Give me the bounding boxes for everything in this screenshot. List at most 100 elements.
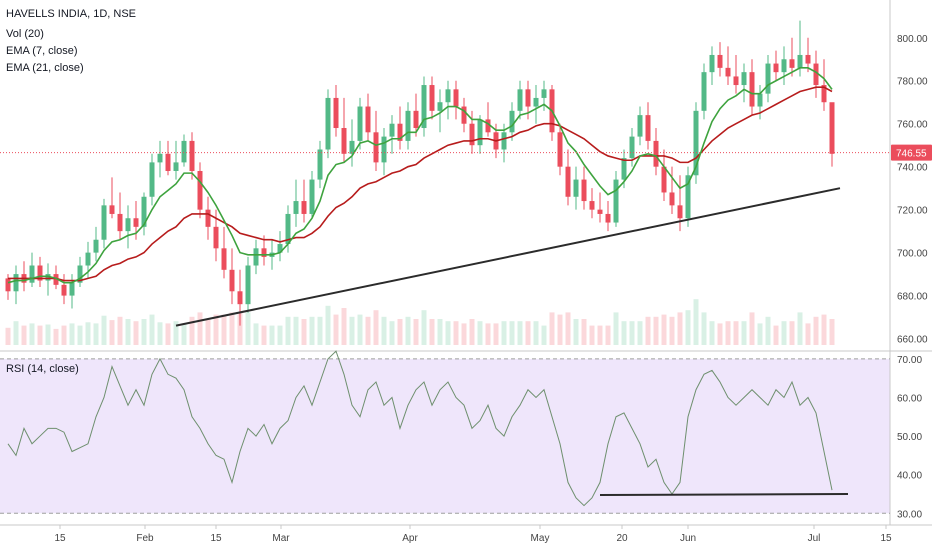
volume-bar [261,325,267,345]
volume-bar [405,316,411,345]
candle [789,37,795,77]
candle [293,179,299,227]
candle [437,89,443,133]
volume-bar [525,321,531,345]
volume-bar [645,316,651,345]
trendline [175,187,841,327]
volume-bar [669,316,675,345]
candle [805,37,811,73]
volume-bar [325,305,331,345]
volume-bar [205,319,211,345]
volume-bar [477,321,483,345]
volume-bar [181,324,187,345]
volume-bar [397,319,403,345]
volume-bar [93,323,99,345]
ema-21-line [8,86,833,282]
candle [605,201,611,232]
candle [661,149,667,202]
candle [349,119,355,167]
candle [373,110,379,171]
rsi-tick-label: 40.00 [897,471,922,482]
volume-bar [621,321,627,345]
time-tick-label: 15 [880,533,892,544]
candle [829,102,835,167]
candle [21,261,27,292]
candle [469,110,475,154]
price-tick-label: 660.00 [897,335,928,346]
volume-bar [157,322,163,345]
volume-bar [149,314,155,345]
volume-bar [725,321,731,345]
volume-bar [357,314,363,345]
candle [333,85,339,137]
price-tick-label: 680.00 [897,292,928,303]
volume-bar [61,325,67,345]
volume-bar [5,327,11,345]
volume-bar [341,308,347,345]
volume-bar [21,325,27,345]
time-tick-label: May [531,533,550,544]
candle [581,166,587,210]
volume-bar [29,323,35,345]
volume-bar [437,319,443,345]
volume-bar [509,321,515,345]
volume-bar [781,321,787,345]
volume-bar [309,316,315,345]
rsi-tick-label: 50.00 [897,432,922,443]
candle [157,140,163,178]
candle [533,85,539,124]
volume-bar [773,325,779,345]
volume-bar [661,314,667,345]
volume-bar [77,325,83,345]
volume-bar [789,321,795,345]
volume-bar [445,321,451,345]
candle [69,274,75,309]
candle [101,198,107,249]
candle [597,192,603,223]
volume-bar [741,321,747,345]
candle [565,149,571,206]
candle [357,97,363,150]
candle [253,239,259,275]
volume-bar [109,320,115,345]
volume-bar [165,323,171,345]
ema-lines [7,67,833,284]
price-tick-label: 720.00 [897,206,928,217]
candle [693,102,699,184]
volume-bar [453,321,459,345]
volume-bar [749,312,755,345]
price-tick-label: 800.00 [897,34,928,45]
rsi-line [7,350,833,507]
volume-bar [245,312,251,345]
candle [733,54,739,94]
candle [301,179,307,223]
volume-bar [637,321,643,345]
candle [205,196,211,240]
time-tick-label: Mar [272,533,290,544]
overlays [0,152,890,327]
volume-bar [421,310,427,345]
volume-bar [805,323,811,345]
volume-bar [613,312,619,345]
volume-bar [709,321,715,345]
candle [125,205,131,249]
volume-bar [285,316,291,345]
candle [509,102,515,141]
volume-bar [173,321,179,345]
volume-bar [605,325,611,345]
volume-bar [717,323,723,345]
volume-bar [229,312,235,345]
time-tick-label: 15 [210,533,222,544]
volume-bar [517,321,523,345]
candle [461,97,467,133]
candle [781,46,787,86]
rsi-tick-label: 70.00 [897,355,922,366]
volume-bar [381,316,387,345]
volume-bar [293,316,299,345]
volume-bar [413,319,419,345]
candle [197,162,203,219]
price-tick-label: 700.00 [897,249,928,260]
volume-bar [829,319,835,345]
price-tick-label: 760.00 [897,120,928,131]
candle [309,170,315,219]
